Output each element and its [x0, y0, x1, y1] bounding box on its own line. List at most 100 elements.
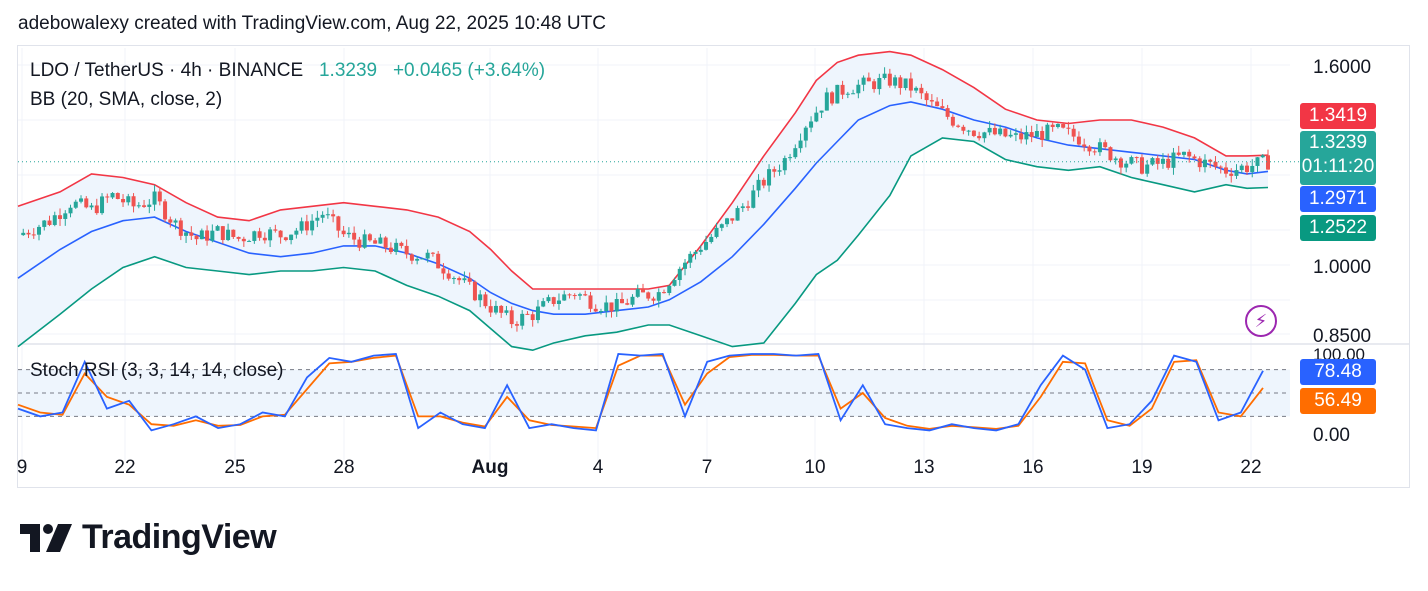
candle-body — [614, 299, 619, 312]
candle-body — [1155, 158, 1160, 164]
candle-body — [404, 245, 409, 255]
candle-body — [189, 232, 194, 236]
price-axis-label: 1.6000 — [1313, 57, 1371, 78]
candle-body — [142, 205, 147, 207]
candle-body — [635, 288, 640, 297]
candle-body — [583, 294, 588, 296]
candle-body — [283, 237, 288, 241]
candle-body — [992, 127, 997, 135]
candle-body — [1034, 131, 1039, 137]
candle-body — [1071, 128, 1076, 137]
candle-body — [929, 100, 934, 102]
candle-body — [956, 125, 961, 127]
candle-body — [1218, 166, 1223, 168]
candle-body — [1260, 155, 1265, 158]
candle-body — [462, 278, 467, 281]
candle-body — [851, 93, 856, 95]
bb-upper-line — [17, 50, 1269, 290]
candle-body — [205, 230, 210, 241]
candle-body — [856, 84, 861, 94]
candle-body — [1187, 151, 1192, 157]
candle-body — [52, 215, 57, 225]
candle-body — [619, 299, 624, 304]
candle-body — [824, 92, 829, 111]
candle-body — [609, 302, 614, 312]
bb-lower-line — [17, 137, 1269, 352]
candle-body — [383, 237, 388, 248]
candle-body — [257, 231, 262, 238]
candle-body — [1266, 155, 1270, 170]
time-axis-label: Aug — [472, 457, 509, 478]
candle-body — [499, 305, 504, 313]
candle-body — [346, 232, 351, 235]
candle-body — [1171, 152, 1176, 168]
candle-body — [541, 301, 546, 307]
candle-body — [105, 196, 110, 198]
candle-body — [310, 220, 315, 231]
candle-body — [530, 314, 535, 321]
candle-body — [278, 230, 283, 238]
candle-body — [709, 236, 714, 243]
candle-body — [399, 242, 404, 246]
candle-body — [924, 93, 929, 101]
candle-body — [68, 207, 73, 214]
time-axis-label: 16 — [1022, 457, 1043, 478]
candle-body — [535, 306, 540, 321]
candle-body — [814, 112, 819, 122]
candle-body — [598, 310, 603, 312]
candle-body — [315, 217, 320, 221]
stoch-legend: Stoch RSI (3, 3, 14, 14, close) — [30, 360, 284, 381]
candle-body — [1244, 165, 1249, 173]
candle-body — [514, 324, 519, 326]
candle-body — [746, 206, 751, 208]
candle-body — [299, 221, 304, 231]
candle-body — [1181, 151, 1186, 155]
lightning-icon[interactable]: ⚡ — [1245, 305, 1277, 337]
symbol-legend: LDO / TetherUS · 4h · BINANCE 1.3239 +0.… — [30, 60, 545, 82]
tradingview-logo[interactable]: TradingView — [20, 518, 277, 557]
candle-body — [1103, 142, 1108, 148]
candle-body — [1139, 157, 1144, 174]
candle-body — [919, 87, 924, 94]
candle-body — [58, 215, 63, 219]
price-axis-label: 1.0000 — [1313, 257, 1371, 278]
candle-body — [966, 130, 971, 132]
candle-body — [1129, 157, 1134, 164]
candle-body — [777, 170, 782, 172]
candle-body — [551, 297, 556, 304]
candle-body — [914, 87, 919, 91]
candle-body — [908, 78, 913, 91]
candle-body — [26, 232, 31, 235]
candle-body — [184, 232, 189, 236]
candle-body — [1208, 159, 1213, 162]
candle-body — [1239, 165, 1244, 171]
candle-body — [147, 204, 152, 207]
candle-body — [467, 278, 472, 282]
candle-body — [378, 237, 383, 244]
candle-body — [761, 179, 766, 186]
candle-body — [987, 127, 992, 133]
candle-body — [89, 205, 94, 208]
candle-body — [1150, 158, 1155, 165]
candle-body — [472, 281, 477, 301]
candle-body — [1166, 158, 1171, 168]
candle-body — [110, 193, 115, 198]
candle-body — [977, 135, 982, 139]
candle-body — [520, 313, 525, 326]
candle-body — [1082, 144, 1087, 147]
candle-body — [772, 169, 777, 172]
time-axis-label: 22 — [114, 457, 135, 478]
candle-body — [1019, 133, 1024, 140]
candle-body — [504, 310, 509, 313]
candle-body — [940, 106, 945, 109]
candle-body — [1234, 170, 1239, 176]
time-axis-label: 7 — [702, 457, 713, 478]
bb-legend: BB (20, SMA, close, 2) — [30, 89, 223, 110]
candle-body — [509, 310, 514, 325]
candle-body — [247, 240, 252, 242]
candle-body — [1076, 136, 1081, 145]
candle-body — [341, 230, 346, 235]
candle-body — [163, 201, 168, 220]
candle-body — [1003, 128, 1008, 137]
